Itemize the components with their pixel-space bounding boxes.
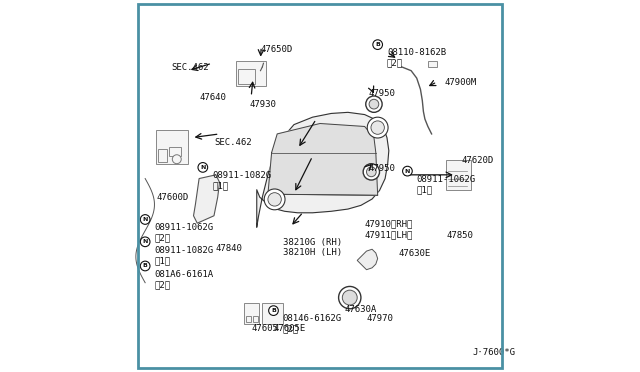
Bar [262,303,283,324]
Circle shape [363,164,380,180]
Text: 47850: 47850 [447,231,474,240]
Circle shape [365,96,382,112]
Circle shape [373,40,383,49]
Text: J·7600*G: J·7600*G [472,348,516,357]
Text: 47900M: 47900M [445,78,477,87]
Circle shape [140,261,150,271]
Circle shape [198,163,207,172]
Text: 38210G (RH)
38210H (LH): 38210G (RH) 38210H (LH) [283,238,342,257]
Circle shape [264,189,285,210]
Circle shape [268,193,282,206]
Bar [253,316,257,322]
Text: 47630A: 47630A [344,305,376,314]
Text: B: B [143,263,148,269]
Text: 08911-1062G
【2】: 08911-1062G 【2】 [154,223,214,243]
Bar [447,160,470,190]
Text: 47950: 47950 [369,89,396,98]
Text: 47605: 47605 [251,324,278,333]
Text: SEC.462: SEC.462 [214,138,252,147]
Text: 47910〈RH〉
47911〈LH〉: 47910〈RH〉 47911〈LH〉 [365,219,413,239]
Text: 47605E: 47605E [273,324,306,333]
Circle shape [369,99,379,109]
Circle shape [269,306,278,315]
Text: 47970: 47970 [367,314,394,323]
Circle shape [140,237,150,247]
Text: 47620D: 47620D [461,156,493,165]
Text: 47640: 47640 [199,93,226,102]
Circle shape [342,290,357,305]
Text: 08146-6162G
【2】: 08146-6162G 【2】 [283,314,342,334]
Circle shape [403,166,412,176]
Text: B: B [271,308,276,313]
Text: 08911-1082G
【1】: 08911-1082G 【1】 [212,171,271,190]
Bar [158,149,168,162]
Bar [238,69,255,84]
Text: 47630E: 47630E [398,249,430,258]
Bar [156,130,188,164]
Text: 08110-8162B
【2】: 08110-8162B 【2】 [387,48,446,68]
Text: N: N [404,169,410,174]
Circle shape [367,117,388,138]
Polygon shape [193,175,220,223]
Text: 47930: 47930 [250,100,276,109]
Text: 08911-1062G
【1】: 08911-1062G 【1】 [417,175,476,194]
Text: 47840: 47840 [216,244,243,253]
Bar [428,61,437,67]
Text: SEC.462: SEC.462 [172,63,209,72]
Bar [170,147,180,156]
Circle shape [339,286,361,309]
Text: N: N [143,217,148,222]
Text: 081A6-6161A
【2】: 081A6-6161A 【2】 [154,270,214,289]
Circle shape [140,215,150,224]
Bar [236,61,266,86]
Polygon shape [257,112,389,227]
Text: 47950: 47950 [369,164,396,173]
Circle shape [371,121,385,134]
Bar [244,303,259,324]
Polygon shape [268,124,378,195]
Text: N: N [200,165,205,170]
Text: N: N [143,239,148,244]
Bar [246,316,251,322]
Circle shape [172,155,181,164]
Polygon shape [357,249,378,270]
Circle shape [367,167,376,177]
Text: 08911-1082G
【1】: 08911-1082G 【1】 [154,246,214,265]
Text: B: B [375,42,380,47]
Text: 47600D: 47600D [156,193,189,202]
Text: 47650D: 47650D [260,45,292,54]
